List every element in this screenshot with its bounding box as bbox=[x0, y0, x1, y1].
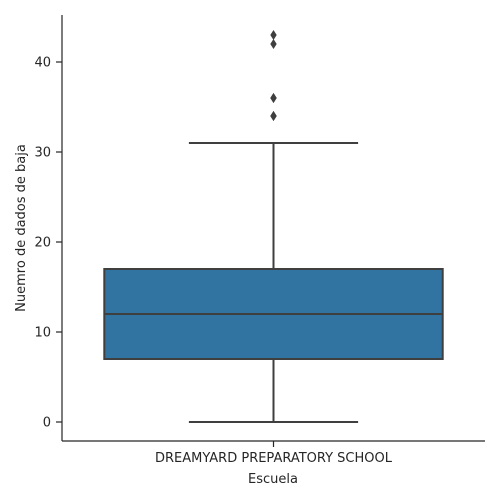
x-axis-label: Escuela bbox=[248, 472, 298, 487]
outlier-point bbox=[270, 93, 277, 103]
outlier-point bbox=[270, 111, 277, 121]
y-ticks: 0 10 20 30 40 bbox=[34, 56, 62, 431]
outlier-point bbox=[270, 39, 277, 49]
boxes-layer bbox=[103, 142, 444, 423]
y-tick-label: 10 bbox=[34, 326, 51, 341]
y-tick-label: 40 bbox=[34, 56, 51, 71]
y-tick-label: 20 bbox=[34, 236, 51, 251]
y-tick-label: 30 bbox=[34, 146, 51, 161]
y-axis-label: Nuemro de dados de baja bbox=[14, 144, 29, 312]
outliers-layer bbox=[270, 30, 277, 121]
x-ticks: DREAMYARD PREPARATORY SCHOOL bbox=[155, 441, 393, 466]
y-tick-label: 0 bbox=[43, 416, 51, 431]
x-tick-label: DREAMYARD PREPARATORY SCHOOL bbox=[155, 451, 393, 466]
outlier-point bbox=[270, 30, 277, 40]
